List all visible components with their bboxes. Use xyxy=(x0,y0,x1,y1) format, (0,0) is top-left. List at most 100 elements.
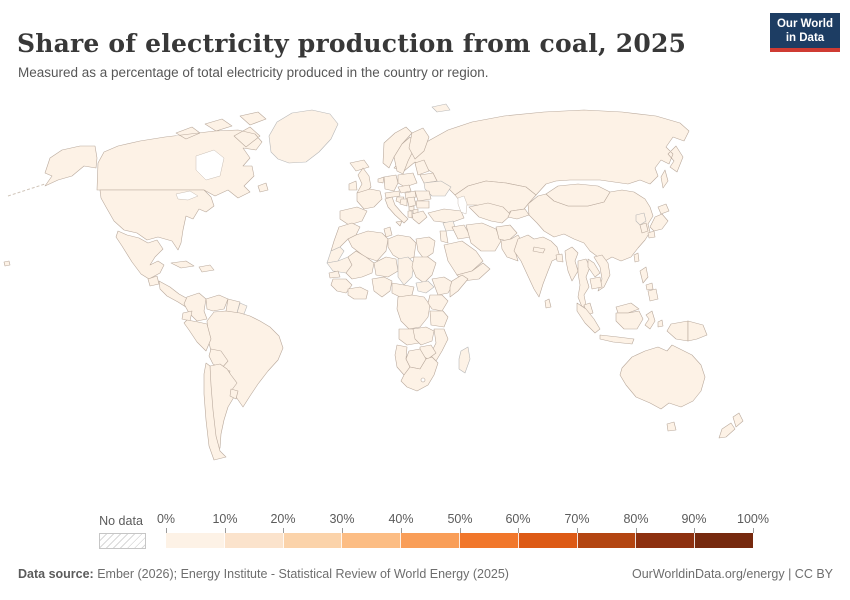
country-libya[interactable] xyxy=(387,234,417,262)
country-mali[interactable] xyxy=(345,250,375,280)
country-western-sahara[interactable] xyxy=(326,246,345,264)
country-saudi-arabia[interactable] xyxy=(443,240,484,276)
country-south-africa[interactable] xyxy=(400,356,439,392)
country-belarus[interactable] xyxy=(419,172,438,184)
country-serbia[interactable] xyxy=(406,196,417,208)
country-romania[interactable] xyxy=(414,190,432,202)
country-turkey[interactable] xyxy=(427,208,465,224)
country-vietnam[interactable] xyxy=(593,254,611,292)
country-sri-lanka[interactable] xyxy=(544,298,552,309)
country-greenland[interactable] xyxy=(268,109,339,164)
country-nigeria[interactable] xyxy=(371,276,393,298)
legend-no-data-swatch[interactable] xyxy=(99,533,146,549)
country-spain[interactable] xyxy=(339,206,368,226)
country-north-korea[interactable] xyxy=(635,212,647,226)
country-russia[interactable] xyxy=(393,109,690,196)
country-france[interactable] xyxy=(356,188,383,210)
country-germany[interactable] xyxy=(383,174,399,192)
country-czechia[interactable] xyxy=(397,184,412,194)
country-bosnia[interactable] xyxy=(399,198,408,207)
country-cuba[interactable] xyxy=(170,260,195,269)
country-mongolia[interactable] xyxy=(545,183,611,207)
country-ukraine[interactable] xyxy=(423,180,452,197)
country-tunisia[interactable] xyxy=(383,226,393,238)
country-egypt[interactable] xyxy=(415,236,436,260)
country-austria-switzerland[interactable] xyxy=(384,190,401,199)
country-italy[interactable] xyxy=(384,196,409,227)
country-uruguay[interactable] xyxy=(229,388,239,400)
country-chad[interactable] xyxy=(397,256,415,286)
country-mexico[interactable] xyxy=(115,230,165,280)
country-albania[interactable] xyxy=(407,210,413,219)
legend-bin-7[interactable] xyxy=(576,533,636,548)
country-dominican-republic[interactable] xyxy=(198,264,215,273)
country-new-zealand[interactable] xyxy=(718,412,744,439)
legend-bin-3[interactable] xyxy=(341,533,401,548)
country-tanzania[interactable] xyxy=(429,310,449,328)
country-madagascar[interactable] xyxy=(458,346,471,374)
country-bulgaria[interactable] xyxy=(415,200,430,209)
country-bangladesh[interactable] xyxy=(555,253,564,263)
country-india[interactable] xyxy=(513,234,561,298)
country-united-states[interactable] xyxy=(3,145,215,267)
country-uganda-kenya[interactable] xyxy=(427,294,449,312)
legend-bin-8[interactable] xyxy=(635,533,695,548)
country-laos[interactable] xyxy=(587,258,601,278)
owid-logo[interactable]: Our World in Data xyxy=(770,13,840,52)
legend-tick-label: 30% xyxy=(329,512,355,526)
country-ecuador[interactable] xyxy=(181,310,193,322)
country-canada[interactable] xyxy=(96,111,269,199)
country-indonesia[interactable] xyxy=(576,302,689,345)
country-south-korea[interactable] xyxy=(639,222,649,234)
legend-bin-1[interactable] xyxy=(223,533,283,548)
legend-tick xyxy=(460,528,461,533)
country-cambodia[interactable] xyxy=(589,276,603,290)
country-greece[interactable] xyxy=(411,210,428,225)
country-senegal[interactable] xyxy=(328,270,341,279)
legend-bin-5[interactable] xyxy=(458,533,518,548)
country-papua-new-guinea[interactable] xyxy=(687,320,708,342)
country-somalia[interactable] xyxy=(449,274,469,298)
country-peru[interactable] xyxy=(183,319,212,352)
page-title: Share of electricity production from coa… xyxy=(17,28,687,58)
country-afghanistan[interactable] xyxy=(495,224,518,242)
owid-logo-line2: in Data xyxy=(785,32,825,44)
country-colombia[interactable] xyxy=(183,292,208,322)
country-finland[interactable] xyxy=(408,127,430,160)
data-source-label: Data source: xyxy=(18,567,94,581)
country-baltic-states[interactable] xyxy=(414,159,430,176)
country-guinea-region[interactable] xyxy=(330,278,353,294)
legend-bin-6[interactable] xyxy=(517,533,577,548)
country-lesotho[interactable] xyxy=(420,377,426,383)
country-chile[interactable] xyxy=(203,362,227,461)
country-israel-jordan[interactable] xyxy=(439,230,449,244)
country-ivory-coast-ghana[interactable] xyxy=(347,286,369,300)
country-myanmar[interactable] xyxy=(564,246,579,282)
country-philippines[interactable] xyxy=(639,266,659,302)
country-iceland[interactable] xyxy=(349,159,370,172)
country-venezuela[interactable] xyxy=(205,294,229,312)
country-iran[interactable] xyxy=(465,222,502,252)
country-south-sudan[interactable] xyxy=(415,280,435,294)
country-brazil[interactable] xyxy=(206,310,284,408)
country-guatemala[interactable] xyxy=(147,275,160,287)
legend-bin-9[interactable] xyxy=(694,533,753,548)
owid-credit-link[interactable]: OurWorldinData.org/energy | CC BY xyxy=(631,567,833,581)
country-australia[interactable] xyxy=(619,344,706,432)
country-sudan[interactable] xyxy=(411,256,437,284)
country-svalbard[interactable] xyxy=(431,103,451,113)
country-poland[interactable] xyxy=(397,172,418,188)
country-kyrgyzstan-tajikistan[interactable] xyxy=(507,208,530,220)
country-netherlands[interactable] xyxy=(377,176,385,184)
country-japan[interactable] xyxy=(647,203,670,239)
legend-bin-2[interactable] xyxy=(282,533,342,548)
country-zambia[interactable] xyxy=(412,326,435,346)
country-taiwan[interactable] xyxy=(633,252,640,263)
country-turkmenistan-uzbekistan[interactable] xyxy=(468,202,512,224)
country-nepal[interactable] xyxy=(532,246,546,254)
legend-bin-0[interactable] xyxy=(166,533,224,548)
country-ireland[interactable] xyxy=(348,180,358,191)
country-algeria[interactable] xyxy=(347,230,389,262)
legend-bin-4[interactable] xyxy=(400,533,459,548)
country-dr-congo[interactable] xyxy=(396,294,431,330)
